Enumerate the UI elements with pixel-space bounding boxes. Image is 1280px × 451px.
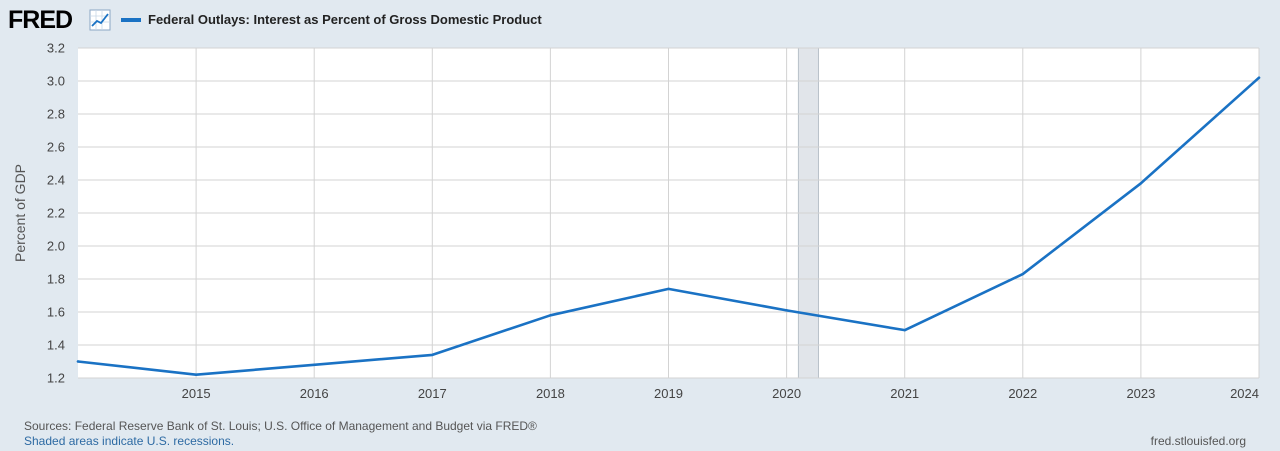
site-credit[interactable]: fred.stlouisfed.org [1150, 434, 1246, 448]
x-tick-label: 2019 [654, 386, 683, 401]
y-tick-label: 1.6 [47, 305, 65, 320]
data-point[interactable] [194, 373, 198, 376]
y-tick-label: 2.6 [47, 140, 65, 155]
x-tick-label: 2022 [1008, 386, 1037, 401]
y-axis-label: Percent of GDP [12, 164, 28, 262]
data-point[interactable] [76, 360, 80, 363]
legend-label[interactable]: Federal Outlays: Interest as Percent of … [148, 12, 542, 27]
x-tick-label: 2023 [1126, 386, 1155, 401]
data-point[interactable] [313, 363, 316, 366]
line-chart-icon[interactable] [89, 9, 111, 31]
x-tick-label: 2015 [182, 386, 211, 401]
y-tick-label: 2.8 [47, 107, 65, 122]
data-point[interactable] [785, 309, 788, 312]
sources-note: Sources: Federal Reserve Bank of St. Lou… [24, 419, 537, 433]
y-tick-label: 1.8 [47, 272, 65, 287]
data-point[interactable] [1021, 272, 1024, 276]
y-tick-label: 2.0 [47, 239, 65, 254]
x-tick-label: 2024 [1230, 386, 1259, 401]
y-tick-label: 1.4 [47, 338, 65, 353]
x-tick-label: 2020 [772, 386, 801, 401]
data-point[interactable] [1139, 182, 1143, 185]
y-tick-label: 2.4 [47, 173, 65, 188]
data-point[interactable] [431, 353, 434, 357]
y-tick-label: 1.2 [47, 371, 65, 386]
data-point[interactable] [1257, 76, 1261, 79]
data-point[interactable] [549, 314, 552, 317]
y-tick-label: 3.2 [47, 41, 65, 56]
x-tick-label: 2017 [418, 386, 447, 401]
data-point[interactable] [667, 287, 670, 291]
y-tick-label: 2.2 [47, 206, 65, 221]
x-tick-label: 2018 [536, 386, 565, 401]
x-tick-label: 2016 [300, 386, 329, 401]
chart-header: FRED Federal Outlays: Interest as Percen… [0, 0, 1280, 40]
legend-line-swatch [121, 18, 141, 22]
data-point[interactable] [903, 328, 906, 332]
x-tick-label: 2021 [890, 386, 919, 401]
recession-note: Shaded areas indicate U.S. recessions. [24, 434, 235, 448]
y-tick-label: 3.0 [47, 74, 65, 89]
fred-logo[interactable]: FRED [8, 6, 73, 34]
